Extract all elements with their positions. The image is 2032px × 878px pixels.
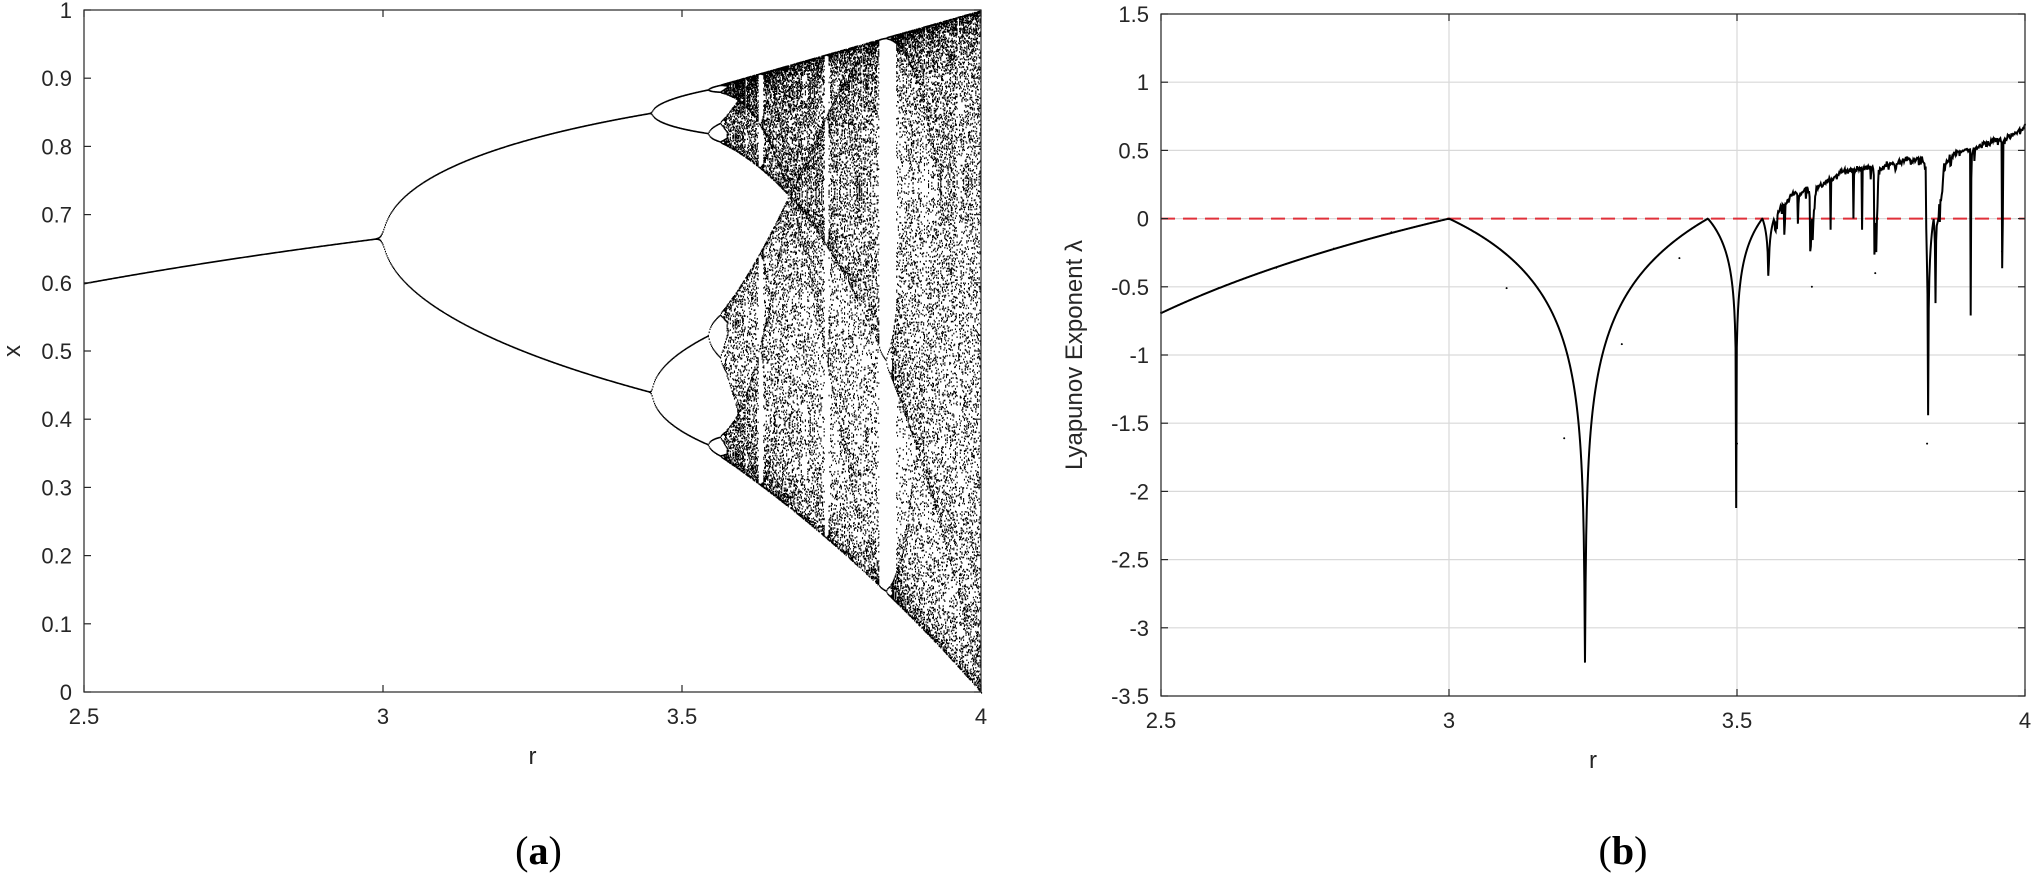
lyapunov-data-point — [1217, 287, 1220, 290]
y-tick-label: -3 — [1129, 616, 1149, 641]
lyapunov-y-axis-label: Lyapunov Exponent λ — [1061, 240, 1088, 470]
y-tick-label: 0.5 — [1118, 138, 1149, 163]
y-tick-label: -3.5 — [1111, 684, 1149, 709]
y-tick-label: 0.3 — [41, 475, 72, 500]
lyapunov-data-point — [1810, 285, 1813, 288]
panel-a-caption: (a) — [515, 828, 562, 873]
lyapunov-y-ticks: -3.5 -3 -2.5 -2 -1.5 -1 -0.5 0 0.5 1 1.5 — [1111, 2, 2025, 709]
lyapunov-data-point — [1761, 217, 1764, 220]
bifurcation-x-ticks: 2.5 3 3.5 4 — [69, 10, 987, 729]
lyapunov-data-point — [1736, 442, 1738, 445]
lyapunov-data-point — [1505, 287, 1508, 290]
x-tick-label: 3.5 — [1722, 708, 1753, 733]
y-tick-label: -2.5 — [1111, 548, 1149, 573]
y-tick-label: 1.5 — [1118, 2, 1149, 27]
lyapunov-x-ticks: 2.5 3 3.5 4 — [1146, 14, 2031, 733]
lyapunov-data-point — [1908, 158, 1911, 161]
panel-a-letter: a — [529, 828, 549, 873]
panel-b-caption: (b) — [1599, 828, 1648, 873]
y-tick-label: -2 — [1129, 479, 1149, 504]
lyapunov-curve — [1160, 123, 2026, 662]
y-tick-label: 0.4 — [41, 407, 72, 432]
y-tick-label: 0 — [60, 680, 72, 705]
y-tick-label: 0.8 — [41, 134, 72, 159]
bifurcation-y-axis-label: x — [0, 345, 26, 357]
x-tick-label: 2.5 — [1146, 708, 1177, 733]
y-tick-label: 0.7 — [41, 203, 72, 228]
lyapunov-data-point — [1583, 660, 1586, 663]
x-tick-label: 3 — [377, 704, 389, 729]
x-tick-label: 3 — [1443, 708, 1455, 733]
lyapunov-x-axis-label: r — [1589, 747, 1597, 774]
lyapunov-data-point — [1620, 343, 1623, 346]
y-tick-label: 0.6 — [41, 271, 72, 296]
lyapunov-data-point — [1851, 169, 1854, 172]
x-tick-label: 2.5 — [69, 704, 100, 729]
y-tick-label: -1.5 — [1111, 411, 1149, 436]
x-tick-label: 4 — [2019, 708, 2031, 733]
y-tick-label: 0 — [1137, 207, 1149, 232]
lyapunov-data-point — [1390, 231, 1393, 234]
lyapunov-data-point — [1678, 257, 1681, 260]
lyapunov-panel: 2.5 3 3.5 4 -3.5-3-2.5-2-1.5-1-0.500.511.5 … — [1061, 2, 2031, 873]
bifurcation-panel: 2.5 3 3.5 4 0 0.1 0.2 0.3 0.4 0.5 0.6 0.7 0.8 0.9 1 r… — [0, 0, 987, 873]
bifurcation-y-ticks: 0 0.1 0.2 0.3 0.4 0.5 0.6 0.7 0.8 0.9 1 — [41, 0, 981, 705]
y-tick-label: -1 — [1129, 343, 1149, 368]
lyapunov-data-point — [1332, 247, 1335, 250]
y-tick-label: 0.1 — [41, 612, 72, 637]
lyapunov-data-point — [1793, 193, 1796, 196]
y-tick-label: 0.9 — [41, 66, 72, 91]
lyapunov-data-point — [1966, 149, 1969, 152]
bifurcation-x-axis-label: r — [529, 743, 537, 770]
lyapunov-data-point — [1943, 169, 1946, 172]
y-tick-label: 1 — [1137, 70, 1149, 95]
lyapunov-data-point — [1926, 442, 1929, 445]
lyapunov-data-point — [1874, 272, 1877, 275]
y-tick-label: 0.5 — [41, 339, 72, 364]
lyapunov-data-point — [1275, 266, 1278, 269]
y-tick-label: 0.2 — [41, 544, 72, 569]
y-tick-label: -0.5 — [1111, 275, 1149, 300]
lyapunov-data-point — [1448, 217, 1450, 220]
lyapunov-data-point — [1776, 217, 1779, 220]
lyapunov-data-point — [2000, 250, 2003, 253]
lyapunov-data-point — [1563, 437, 1566, 440]
y-tick-label: 1 — [60, 0, 72, 23]
x-tick-label: 3.5 — [667, 704, 698, 729]
panel-b-letter: b — [1612, 828, 1634, 873]
lyapunov-data-point — [1706, 217, 1709, 220]
x-tick-label: 4 — [975, 704, 987, 729]
